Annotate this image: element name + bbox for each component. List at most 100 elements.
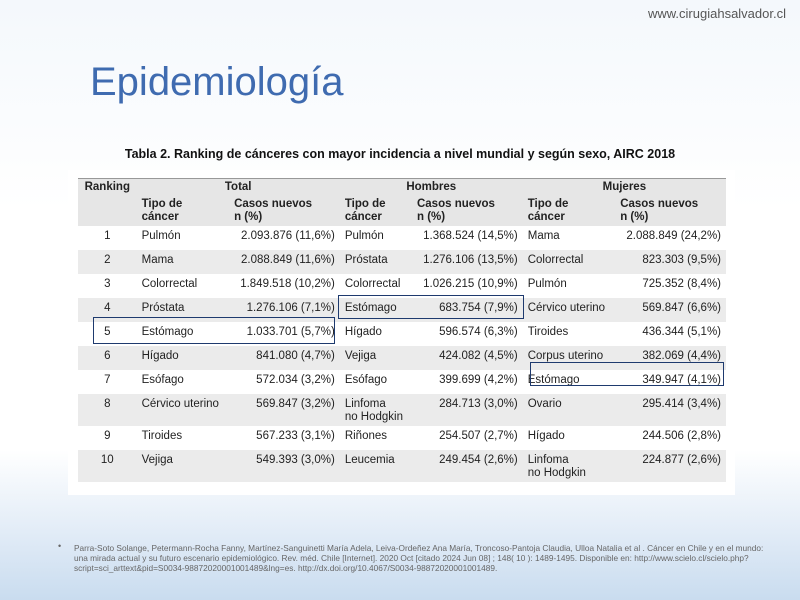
- rank-cell: 8: [78, 394, 137, 426]
- cases-cell: 295.414 (3,4%): [615, 394, 726, 426]
- cancer-type-cell: Cérvico uterino: [136, 394, 230, 426]
- cases-cell: 424.082 (4,5%): [411, 346, 523, 370]
- cancer-type-cell: Próstata: [136, 298, 230, 322]
- highlight-box: [338, 295, 524, 319]
- cancer-type-cell: Leucemia: [339, 450, 412, 482]
- cases-cell: 1.368.524 (14,5%): [423, 230, 518, 242]
- table-row: 8 Cérvico uterino 569.847 (3,2%) Linfoma no…: [78, 394, 726, 426]
- cases-cell: 1.033.701 (5,7%): [246, 326, 335, 338]
- cases-cell: 549.393 (3,0%): [229, 450, 340, 482]
- bullet: •: [58, 541, 62, 551]
- cancer-type-cell: Linfoma no Hodgkin: [522, 450, 616, 482]
- table-row: 2 Mama 2.088.849 (11,6%) Próstata 1.276.106 …: [78, 250, 726, 274]
- cases-cell: 349.947 (4,1%): [642, 374, 721, 386]
- cancer-type-cell: Ovario: [522, 394, 616, 426]
- footnote: Parra-Soto Solange, Petermann-Rocha Fann…: [74, 543, 764, 573]
- cancer-type-cell: Esófago: [141, 374, 184, 386]
- cases-cell: 823.303 (9,5%): [615, 250, 726, 274]
- cancer-type-cell: Colorrectal: [344, 278, 401, 290]
- site-url: www.cirugiahsalvador.cl: [647, 6, 786, 21]
- group-header: Hombres: [339, 178, 523, 196]
- column-header: Tipo de cáncer: [339, 196, 412, 226]
- column-header: Casos nuevos n (%): [229, 196, 340, 226]
- cases-cell: 224.877 (2,6%): [615, 450, 726, 482]
- cases-cell: 254.507 (2,7%): [439, 430, 518, 442]
- cases-cell: 2.088.849 (24,2%): [626, 230, 721, 242]
- table-panel: Ranking Total Hombres Mujeres Tipo de cáncer…: [68, 170, 735, 495]
- cancer-type-cell: Colorrectal: [141, 278, 198, 290]
- table-row: 9 Tiroides 567.233 (3,1%) Riñones 254.507 (2…: [78, 426, 726, 450]
- cases-cell: 249.454 (2,6%): [411, 450, 523, 482]
- highlight-box: [93, 317, 335, 344]
- table-row: 5 Estómago 1.033.701 (5,7%) Hígado 596.574 (…: [78, 322, 726, 346]
- table-row: 7 Esófago 572.034 (3,2%) Esófago 399.699 (4,…: [78, 370, 726, 394]
- group-header: Total: [136, 178, 340, 196]
- cancer-type-cell: Hígado: [527, 430, 565, 442]
- rank-cell: 10: [78, 450, 137, 482]
- cases-cell: 244.506 (2,8%): [642, 430, 721, 442]
- header-row: Ranking Total Hombres Mujeres: [78, 178, 726, 226]
- rank-cell: 3: [104, 278, 111, 290]
- cancer-type-cell: Mama: [136, 250, 230, 274]
- rank-cell: 5: [104, 326, 111, 338]
- cases-cell: 569.847 (3,2%): [229, 394, 340, 426]
- cancer-type-cell: Hígado: [344, 326, 382, 338]
- cases-cell: 399.699 (4,2%): [439, 374, 518, 386]
- cancer-type-cell: Pulmón: [141, 230, 181, 242]
- table-row: 1 Pulmón 2.093.876 (11,6%) Pulmón 1.368.524 …: [78, 226, 726, 250]
- cancer-type-cell: Hígado: [136, 346, 230, 370]
- cancer-type-cell: Colorrectal: [522, 250, 616, 274]
- rank-cell: 4: [78, 298, 137, 322]
- cases-cell: 2.088.849 (11,6%): [229, 250, 340, 274]
- cases-cell: 725.352 (8,4%): [642, 278, 721, 290]
- table-row: 4 Próstata 1.276.106 (7,1%) Estómago 683.754…: [78, 298, 726, 322]
- cancer-type-cell: Esófago: [344, 374, 388, 386]
- cases-cell: 284.713 (3,0%): [411, 394, 523, 426]
- cases-cell: 1.276.106 (13,5%): [411, 250, 523, 274]
- cases-cell: 1.276.106 (7,1%): [229, 298, 340, 322]
- table-row: 10 Vejiga 549.393 (3,0%) Leucemia 249.454 (2…: [78, 450, 726, 482]
- cases-cell: 436.344 (5,1%): [642, 326, 721, 338]
- cases-cell: 1.026.215 (10,9%): [423, 278, 518, 290]
- column-header: Tipo de cáncer: [522, 196, 616, 226]
- cancer-type-cell: Mama: [527, 230, 560, 242]
- rank-cell: 1: [104, 230, 111, 242]
- cases-cell: 1.849.518 (10,2%): [240, 278, 335, 290]
- rank-cell: 9: [104, 430, 111, 442]
- table-row: 6 Hígado 841.080 (4,7%) Vejiga 424.082 (4,5%…: [78, 346, 726, 370]
- cancer-type-cell: Cérvico uterino: [522, 298, 616, 322]
- cancer-type-cell: Estómago: [527, 374, 580, 386]
- column-header: Casos nuevos n (%): [615, 196, 726, 226]
- column-header: Casos nuevos n (%): [411, 196, 523, 226]
- cases-cell: 567.233 (3,1%): [256, 430, 335, 442]
- cancer-type-cell: Vejiga: [339, 346, 412, 370]
- cases-cell: 382.069 (4,4%): [615, 346, 726, 370]
- header-row: Tipo de cáncer Casos nuevos n (%) Tipo de …: [78, 196, 726, 226]
- cancer-type-cell: Próstata: [339, 250, 412, 274]
- rank-cell: 7: [104, 374, 111, 386]
- slide-title: Epidemiología: [90, 60, 344, 104]
- cancer-type-cell: Riñones: [344, 430, 388, 442]
- group-header: Mujeres: [522, 178, 726, 196]
- cancer-type-cell: Pulmón: [344, 230, 384, 242]
- cases-cell: 572.034 (3,2%): [256, 374, 335, 386]
- cases-cell: 569.847 (6,6%): [615, 298, 726, 322]
- cancer-type-cell: Linfoma no Hodgkin: [339, 394, 412, 426]
- cases-cell: 2.093.876 (11,6%): [241, 230, 335, 242]
- cancer-type-cell: Pulmón: [527, 278, 567, 290]
- cancer-type-cell: Tiroides: [527, 326, 569, 338]
- cancer-type-cell: Corpus uterino: [522, 346, 616, 370]
- table-caption: Tabla 2. Ranking de cánceres con mayor i…: [124, 147, 676, 161]
- cancer-type-cell: Tiroides: [141, 430, 183, 442]
- rank-cell: 2: [78, 250, 137, 274]
- cancer-type-cell: Estómago: [141, 326, 194, 338]
- rank-cell: 6: [78, 346, 137, 370]
- cases-cell: 596.574 (6,3%): [439, 326, 518, 338]
- group-header: Ranking: [78, 178, 137, 226]
- cancer-type-cell: Vejiga: [136, 450, 230, 482]
- column-header: Tipo de cáncer: [136, 196, 230, 226]
- cases-cell: 841.080 (4,7%): [229, 346, 340, 370]
- table-row: 3 Colorrectal 1.849.518 (10,2%) Colorrectal…: [78, 274, 726, 298]
- table: Ranking Total Hombres Mujeres Tipo de cáncer…: [78, 178, 726, 482]
